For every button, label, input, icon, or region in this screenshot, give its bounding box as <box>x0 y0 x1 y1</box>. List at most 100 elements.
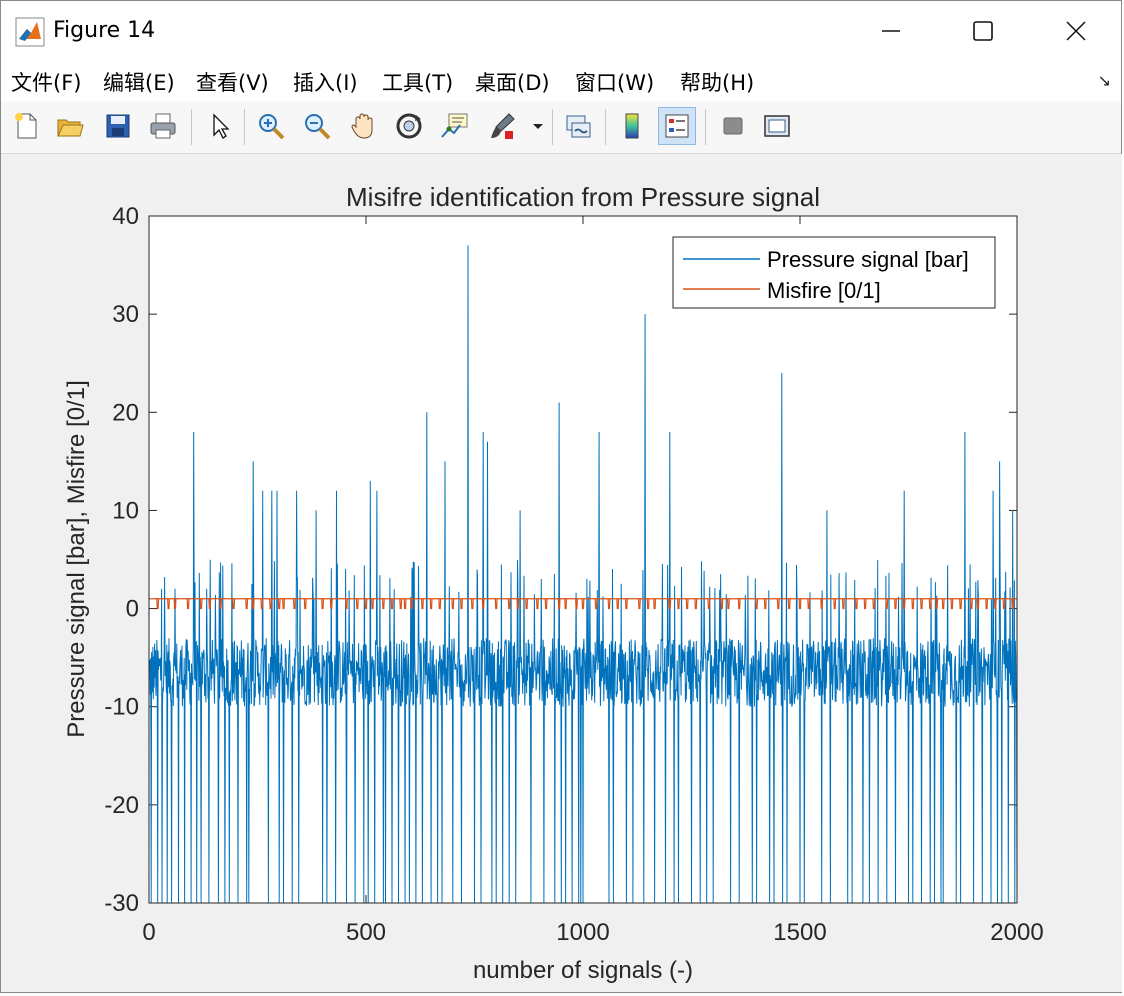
close-button[interactable] <box>1046 11 1106 51</box>
misfire-dip <box>928 598 932 610</box>
misfire-dip <box>720 598 724 610</box>
misfire-dip <box>544 598 548 610</box>
print-button[interactable] <box>144 107 182 145</box>
figure-canvas: 0 500 1000 1500 2000 -30 -20 -10 0 10 20 30 40 Misif… <box>2 154 1122 992</box>
misfire-dip <box>581 598 585 610</box>
y-tick-label: 30 <box>112 301 139 328</box>
zoom-in-button[interactable] <box>252 107 290 145</box>
hide-plot-tools-button[interactable] <box>714 107 752 145</box>
chevron-down-icon <box>533 124 543 129</box>
y-axis-label: Pressure signal [bar], Misfire [0/1] <box>63 380 90 737</box>
x-tick-label: 2000 <box>990 919 1043 946</box>
misfire-dip <box>219 598 223 610</box>
pointer-button[interactable] <box>200 107 238 145</box>
misfire-dip <box>694 598 698 610</box>
link-plot-button[interactable] <box>559 107 597 145</box>
chart[interactable]: 0 500 1000 1500 2000 -30 -20 -10 0 10 20 30 40 Misif… <box>2 154 1122 992</box>
menu-file[interactable]: 文件(F) <box>11 71 82 95</box>
misfire-dip <box>993 598 997 610</box>
misfire-dip <box>208 598 212 610</box>
legend-icon <box>665 114 689 138</box>
misfire-dip <box>776 598 780 610</box>
misfire-dip <box>1002 598 1006 610</box>
misfire-dip <box>575 598 578 610</box>
brush-dropdown[interactable] <box>529 107 547 145</box>
link-plot-icon <box>566 115 591 138</box>
misfire-dip <box>763 598 767 610</box>
misfire-dip <box>787 598 791 610</box>
new-figure-button[interactable] <box>7 107 45 145</box>
menu-window[interactable]: 窗口(W) <box>575 71 655 95</box>
misfire-dip <box>624 598 628 610</box>
menu-tools[interactable]: 工具(T) <box>382 71 454 95</box>
misfire-dip <box>969 598 973 610</box>
misfire-dip <box>303 598 307 610</box>
legend[interactable]: Pressure signal [bar] Misfire [0/1] <box>672 236 996 309</box>
rotate-3d-button[interactable] <box>390 107 428 145</box>
misfire-dip <box>820 598 824 610</box>
misfire-dip <box>737 598 741 610</box>
x-tick-label: 0 <box>142 919 155 946</box>
x-tick-label: 500 <box>346 919 386 946</box>
toolbar-dock-icon[interactable]: ↘ <box>1097 71 1111 90</box>
menu-desktop[interactable]: 桌面(D) <box>475 71 550 95</box>
maximize-button[interactable] <box>953 11 1013 51</box>
misfire-dip <box>594 598 598 610</box>
y-tick-label: 40 <box>112 203 139 230</box>
misfire-dip <box>277 598 281 610</box>
new-figure-icon <box>15 113 37 139</box>
save-icon <box>106 114 130 138</box>
misfire-dip <box>481 598 485 610</box>
misfire-dip <box>494 598 498 610</box>
misfire-dip <box>460 598 463 610</box>
data-cursor-button[interactable] <box>436 107 474 145</box>
misfire-dip <box>653 598 657 610</box>
minimize-button[interactable] <box>861 11 921 51</box>
misfire-dip <box>564 598 568 610</box>
misfire-dip <box>863 598 867 610</box>
zoom-in-icon <box>259 114 285 140</box>
y-tick-label: -10 <box>104 694 139 721</box>
misfire-dip <box>438 598 442 610</box>
open-file-button[interactable] <box>51 107 89 145</box>
zoom-out-button[interactable] <box>298 107 336 145</box>
menu-bar: 文件(F) 编辑(E) 查看(V) 插入(I) 工具(T) 桌面(D) 窗口(W… <box>1 61 1121 101</box>
window-title: Figure 14 <box>53 18 156 43</box>
data-cursor-icon <box>441 113 468 138</box>
misfire-dip <box>525 598 529 610</box>
misfire-dip <box>199 598 203 610</box>
chart-title: Misifre identification from Pressure sig… <box>346 182 820 212</box>
menu-view[interactable]: 查看(V) <box>196 71 269 95</box>
misfire-dip <box>269 598 272 610</box>
menu-help[interactable]: 帮助(H) <box>680 71 755 95</box>
pan-button[interactable] <box>344 107 382 145</box>
misfire-dip <box>251 598 255 610</box>
menu-edit[interactable]: 编辑(E) <box>103 71 175 95</box>
brush-button[interactable] <box>483 107 521 145</box>
title-bar[interactable]: Figure 14 <box>1 1 1121 61</box>
y-tick-label: 20 <box>112 399 139 426</box>
misfire-dip <box>726 598 730 610</box>
misfire-dip <box>167 598 170 610</box>
misfire-dip <box>894 598 897 610</box>
show-plot-tools-icon <box>764 115 790 137</box>
misfire-dip <box>232 598 236 610</box>
show-plot-tools-button[interactable] <box>758 107 796 145</box>
pointer-icon <box>213 113 230 139</box>
misfire-dip <box>451 598 455 610</box>
menu-insert[interactable]: 插入(I) <box>293 71 358 95</box>
maximize-icon <box>973 21 993 41</box>
colorbar-button[interactable] <box>613 107 651 145</box>
misfire-dip <box>390 598 394 610</box>
misfire-dip <box>798 598 802 610</box>
save-button[interactable] <box>99 107 137 145</box>
minimize-icon <box>882 30 900 32</box>
rotate-3d-icon <box>396 113 422 139</box>
legend-button[interactable] <box>658 107 696 145</box>
misfire-dip <box>186 598 190 610</box>
misfire-dip <box>381 598 385 610</box>
misfire-dip <box>976 598 980 610</box>
legend-box <box>672 236 996 309</box>
misfire-dip <box>885 598 889 610</box>
misfire-dip <box>245 598 249 610</box>
